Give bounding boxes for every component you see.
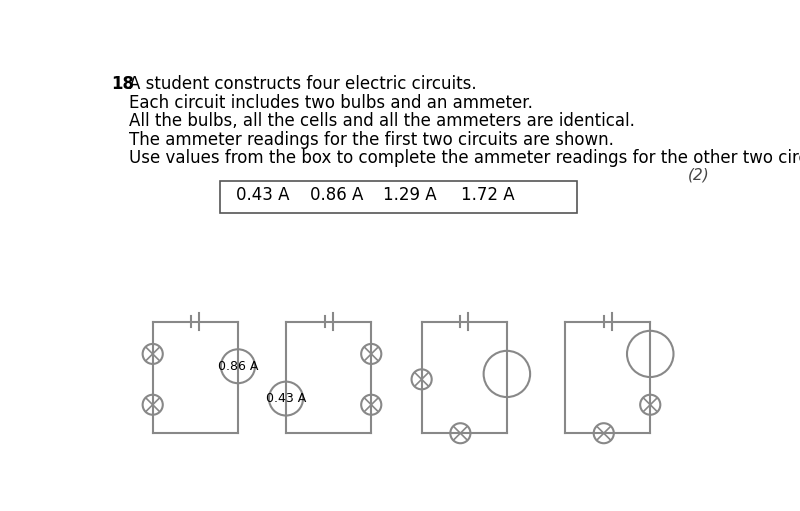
Circle shape [269, 382, 303, 415]
Text: Each circuit includes two bulbs and an ammeter.: Each circuit includes two bulbs and an a… [130, 94, 534, 112]
Circle shape [142, 394, 162, 415]
Text: 0.43 A: 0.43 A [236, 187, 290, 204]
Circle shape [640, 394, 660, 415]
Text: Use values from the box to complete the ammeter readings for the other two circu: Use values from the box to complete the … [130, 149, 800, 167]
FancyBboxPatch shape [220, 181, 577, 213]
Circle shape [142, 344, 162, 364]
Circle shape [361, 394, 382, 415]
Circle shape [361, 344, 382, 364]
Circle shape [411, 369, 432, 389]
Text: All the bulbs, all the cells and all the ammeters are identical.: All the bulbs, all the cells and all the… [130, 112, 635, 130]
Circle shape [594, 423, 614, 443]
Text: 18: 18 [111, 75, 134, 93]
Circle shape [450, 423, 470, 443]
Text: 0.43 A: 0.43 A [266, 392, 306, 405]
Text: (2): (2) [687, 168, 709, 182]
Text: 1.72 A: 1.72 A [461, 187, 514, 204]
Text: 1.29 A: 1.29 A [383, 187, 437, 204]
Circle shape [221, 350, 255, 383]
Text: 0.86 A: 0.86 A [310, 187, 363, 204]
Circle shape [627, 331, 674, 377]
Text: 0.86 A: 0.86 A [218, 360, 258, 373]
Text: A student constructs four electric circuits.: A student constructs four electric circu… [130, 75, 477, 93]
Text: The ammeter readings for the first two circuits are shown.: The ammeter readings for the first two c… [130, 131, 614, 149]
Circle shape [484, 351, 530, 397]
